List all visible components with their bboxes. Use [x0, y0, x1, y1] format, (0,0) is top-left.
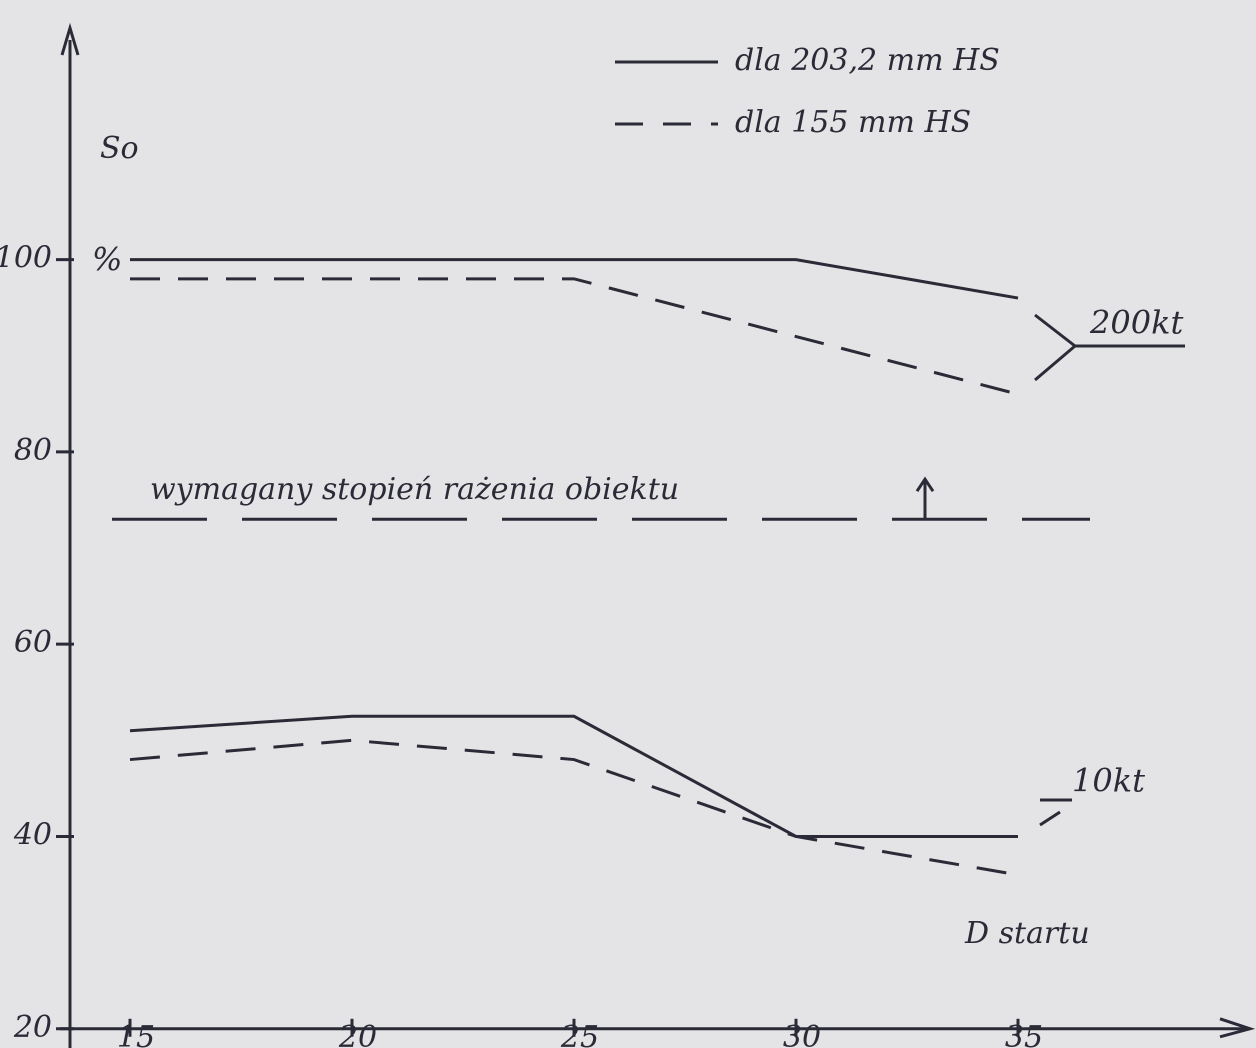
x-tick-label: 20: [338, 1020, 377, 1048]
y-tick-label: 100: [0, 241, 52, 276]
threshold-arrow: [915, 476, 935, 520]
y-unit: %: [92, 241, 122, 279]
x-axis-label: D startu: [964, 916, 1090, 951]
y-tick-label: 80: [14, 433, 52, 468]
y-tick-label: 60: [14, 625, 52, 660]
x-tick-label: 30: [783, 1020, 821, 1048]
y-axis-label: So: [100, 131, 139, 166]
legend-label: dla 203,2 mm HS: [735, 43, 1000, 78]
y-tick-label: 40: [13, 817, 52, 852]
series-line: [129, 714, 1018, 838]
x-tick-label: 35: [1005, 1020, 1043, 1048]
annotation: 10kt: [1072, 762, 1145, 800]
annotation: 200kt: [1089, 304, 1183, 342]
series-line: [129, 738, 1019, 877]
annotation-arrow: [1034, 313, 1076, 382]
threshold-label: wymagany stopień rażenia obiektu: [150, 472, 679, 507]
x-tick-label: 25: [560, 1020, 599, 1048]
legend-label: dla 155 mm HS: [735, 105, 971, 140]
annotation-arrow: [1039, 798, 1072, 827]
x-tick-label: 15: [117, 1020, 155, 1048]
x-axis-arrow: [1219, 1017, 1256, 1039]
series-line: [130, 277, 1019, 396]
series-line: [130, 258, 1019, 300]
y-axis-arrow: [60, 22, 80, 56]
y-tick-label: 20: [13, 1010, 52, 1045]
